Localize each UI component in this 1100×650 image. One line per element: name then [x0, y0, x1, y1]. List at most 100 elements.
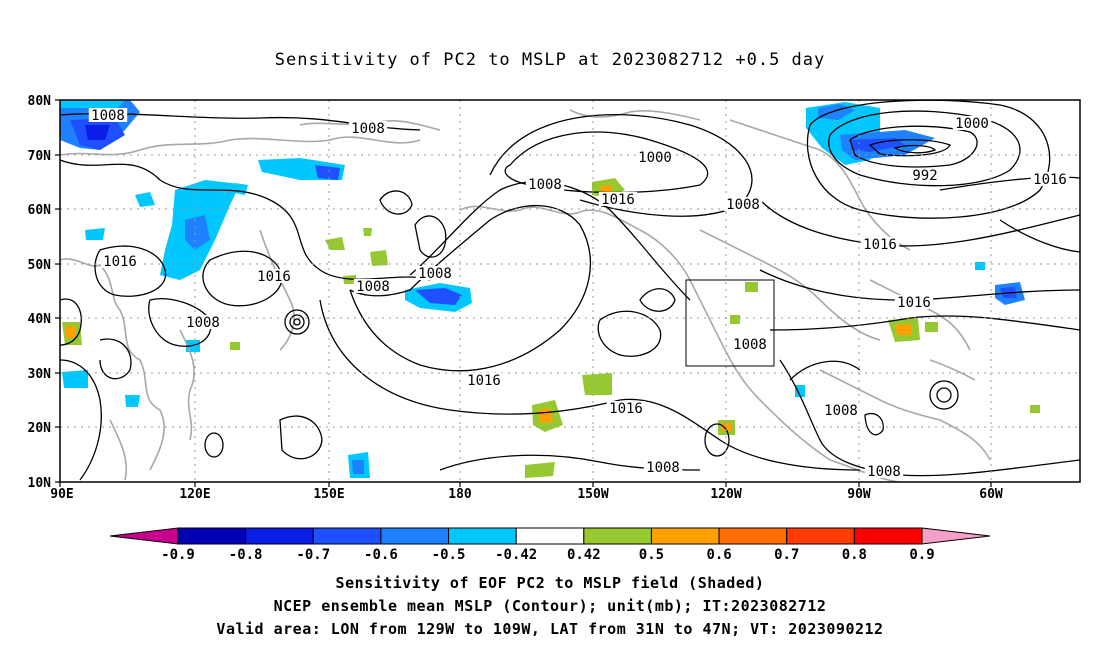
contour-label: 1016	[257, 269, 291, 285]
contour-label-background	[1030, 172, 1070, 186]
caption-valid-area: Valid area: LON from 129W to 109W, LAT f…	[216, 620, 884, 638]
colorbar-segment	[515, 527, 585, 545]
contour-label-background	[606, 401, 646, 415]
contour-label: 992	[912, 168, 937, 184]
contour-label: 1008	[186, 315, 220, 331]
contour-label-background	[598, 192, 638, 206]
lon-label: 150W	[577, 487, 608, 502]
colorbar-segment	[312, 527, 382, 545]
colorbar-tick-label: -0.5	[432, 547, 466, 563]
lon-label: 90E	[50, 487, 73, 502]
contour-label: 1008	[91, 108, 125, 124]
contour-label-background	[860, 237, 900, 251]
contour-label-background	[635, 150, 675, 164]
colorbar-segment	[448, 527, 517, 545]
contour-label: 1000	[955, 116, 989, 132]
contour-label-background	[643, 460, 683, 474]
contour-label-background	[464, 373, 504, 387]
contour-label-background	[730, 337, 770, 351]
lat-label: 80N	[28, 94, 52, 109]
contour-label: 1008	[528, 177, 562, 193]
colorbar-tick-label: 0.42	[567, 547, 601, 563]
lat-label: 50N	[28, 258, 52, 273]
contour-label: 1016	[467, 373, 501, 389]
colorbar-segment	[786, 527, 855, 545]
contour-label: 1008	[726, 197, 760, 213]
colorbar-tick-label: -0.8	[229, 547, 263, 563]
colorbar-tick-label: -0.9	[161, 547, 195, 563]
contour-label-background	[348, 121, 388, 135]
contour-label-background	[183, 315, 223, 329]
lon-label: 150E	[313, 487, 344, 502]
colorbar-max-arrow	[921, 527, 991, 545]
map-frame	[59, 99, 1081, 483]
colorbar-tick-label: -0.6	[364, 547, 398, 563]
colorbar-tick-label: 0.7	[774, 547, 799, 563]
colorbar-segment	[177, 527, 247, 545]
contour-label: 1016	[103, 254, 137, 270]
colorbar-segment	[380, 527, 450, 545]
caption-shading: Sensitivity of EOF PC2 to MSLP field (Sh…	[335, 574, 765, 592]
colorbar-segment	[718, 527, 788, 545]
axis-ticks	[55, 99, 992, 487]
colorbar-min-arrow	[109, 527, 179, 545]
colorbar-segment	[583, 527, 652, 545]
colorbar-tick-label: 0.5	[639, 547, 664, 563]
lon-label: 180	[448, 487, 472, 502]
contour-label: 1008	[418, 266, 452, 282]
contour-label: 1008	[646, 460, 680, 476]
longitude-labels: 90E 120E 150E 180 150W 120W 90W 60W	[50, 487, 1003, 502]
lat-label: 30N	[28, 367, 52, 382]
lat-label: 70N	[28, 149, 52, 164]
contour-label: 1008	[824, 403, 858, 419]
isobars	[60, 100, 1080, 481]
lon-label: 120W	[710, 487, 741, 502]
contour-label: 1008	[733, 337, 767, 353]
contour-label-background	[525, 177, 565, 191]
contour-label-background	[952, 116, 992, 130]
contour-label: 1016	[863, 237, 897, 253]
contour-label: 1008	[356, 279, 390, 295]
colorbar-segment	[245, 527, 314, 545]
lat-label: 20N	[28, 421, 52, 436]
contour-label: 1016	[897, 295, 931, 311]
gridlines	[60, 100, 1080, 482]
contour-label: 1000	[638, 150, 672, 166]
sensitivity-shading	[60, 100, 1040, 478]
caption-contour: NCEP ensemble mean MSLP (Contour); unit(…	[273, 597, 827, 615]
contour-label-background	[415, 266, 455, 280]
contour-label-background	[254, 269, 294, 283]
latitude-labels: 80N 70N 60N 50N 40N 30N 20N 10N	[28, 94, 52, 491]
lon-label: 90W	[847, 487, 871, 502]
contour-label-background	[100, 254, 140, 268]
colorbar-segment	[853, 527, 923, 545]
lat-label: 40N	[28, 312, 52, 327]
contour-label: 1016	[601, 192, 635, 208]
lon-label: 60W	[979, 487, 1003, 502]
contour-label-background	[910, 168, 940, 182]
chart-title: Sensitivity of PC2 to MSLP at 2023082712…	[274, 50, 826, 70]
contour-label: 1008	[351, 121, 385, 137]
colorbar-tick-label: 0.8	[842, 547, 867, 563]
coastlines	[60, 109, 991, 482]
colorbar-segment	[650, 527, 720, 545]
colorbar-tick-label: -0.7	[296, 547, 330, 563]
lat-label: 60N	[28, 203, 52, 218]
contour-label-background	[864, 464, 904, 478]
contour-label: 1008	[867, 464, 901, 480]
contour-label-background	[894, 295, 934, 309]
contour-label-background	[821, 403, 861, 417]
colorbar-tick-label: 0.9	[909, 547, 934, 563]
valid-area-box	[685, 279, 775, 367]
colorbar-tick-label: 0.6	[706, 547, 731, 563]
contour-label-background	[723, 197, 763, 211]
lon-label: 120E	[179, 487, 210, 502]
colorbar: -0.9 -0.8 -0.7 -0.6 -0.5 -0.42 0.42 0.5 0.6 0.7 0.…	[109, 527, 991, 563]
lat-label: 10N	[28, 476, 52, 491]
colorbar-tick-label: -0.42	[495, 547, 537, 563]
contour-label: 1016	[1033, 172, 1067, 188]
contour-label-background	[353, 279, 393, 293]
contour-label-background	[88, 108, 128, 122]
contour-label: 1016	[609, 401, 643, 417]
